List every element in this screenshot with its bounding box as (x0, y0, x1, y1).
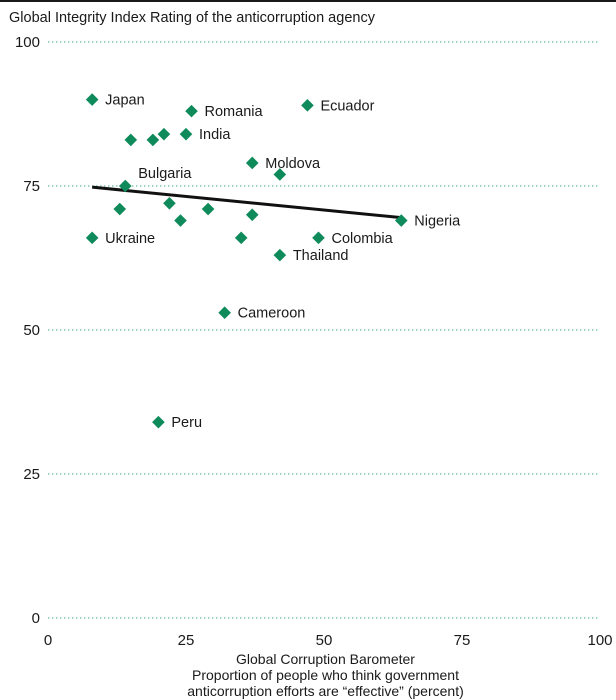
data-point-1 (185, 104, 198, 118)
x-tick-label-75: 75 (454, 632, 471, 649)
data-point-9 (118, 179, 132, 193)
data-point-6 (124, 133, 138, 147)
x-axis-label-line-1: Global Corruption Barometer (236, 651, 415, 667)
point-label-colombia: Colombia (331, 231, 393, 247)
data-point-0 (85, 93, 99, 106)
data-point-16 (85, 231, 99, 245)
y-tick-label-50: 50 (23, 322, 40, 339)
top-rule (0, 0, 616, 2)
x-tick-label-100: 100 (587, 632, 612, 649)
data-point-8 (273, 168, 287, 181)
data-point-2 (301, 99, 314, 112)
data-point-12 (201, 202, 215, 216)
point-label-india: India (199, 127, 231, 143)
point-label-peru: Peru (171, 415, 202, 431)
point-label-moldova: Moldova (265, 156, 321, 172)
data-point-4 (157, 127, 171, 141)
data-point-10 (163, 196, 176, 210)
data-point-15 (394, 214, 408, 227)
x-axis-label-line-3: anticorruption efforts are “effective” (… (187, 683, 464, 699)
y-tick-label-100: 100 (15, 34, 40, 51)
y-tick-label-75: 75 (23, 178, 40, 195)
trend-line (92, 185, 402, 220)
data-point-20 (218, 306, 231, 320)
data-point-3 (179, 127, 193, 141)
point-label-bulgaria: Bulgaria (138, 166, 192, 182)
x-tick-label-25: 25 (178, 632, 195, 649)
chart-title: Global Integrity Index Rating of the ant… (9, 10, 375, 26)
data-point-13 (245, 208, 259, 222)
y-tick-label-25: 25 (23, 466, 40, 483)
data-point-19 (273, 248, 287, 262)
data-point-21 (152, 415, 165, 429)
point-label-thailand: Thailand (293, 248, 349, 264)
point-label-cameroon: Cameroon (238, 306, 306, 322)
data-point-5 (146, 133, 160, 147)
point-label-romania: Romania (205, 104, 264, 120)
data-point-11 (113, 202, 127, 216)
data-point-17 (234, 231, 248, 245)
point-label-ukraine: Ukraine (105, 231, 155, 247)
data-point-7 (245, 156, 259, 170)
x-axis-label: Global Corruption Barometer Proportion o… (50, 651, 601, 699)
x-axis-label-line-2: Proportion of people who think governmen… (192, 667, 459, 683)
data-point-14 (174, 214, 187, 227)
point-label-ecuador: Ecuador (320, 98, 374, 114)
point-label-nigeria: Nigeria (414, 214, 461, 230)
data-point-18 (312, 231, 325, 245)
x-tick-label-50: 50 (316, 632, 333, 649)
point-label-japan: Japan (105, 93, 145, 109)
x-tick-label-0: 0 (44, 632, 52, 649)
y-tick-label-0: 0 (32, 610, 40, 627)
